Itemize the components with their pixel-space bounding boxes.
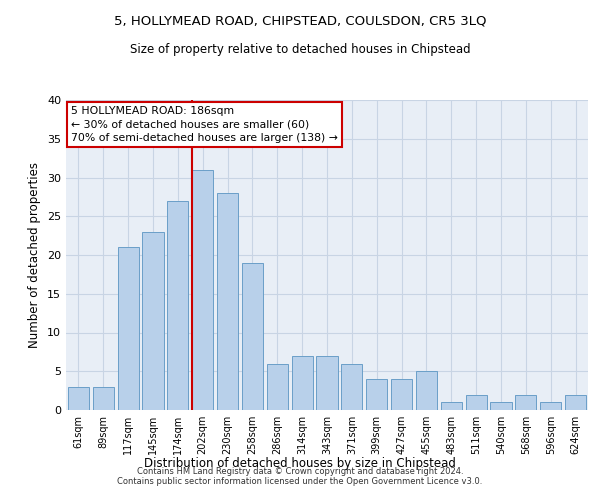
Bar [167,200,188,410]
Bar [217,193,238,410]
Bar [142,232,164,410]
Bar [540,402,561,410]
Bar [366,379,387,410]
Bar [242,263,263,410]
Bar [316,356,338,410]
Bar [391,379,412,410]
Bar [416,371,437,410]
Bar [565,394,586,410]
Bar [93,387,114,410]
Bar [341,364,362,410]
Text: 5, HOLLYMEAD ROAD, CHIPSTEAD, COULSDON, CR5 3LQ: 5, HOLLYMEAD ROAD, CHIPSTEAD, COULSDON, … [114,15,486,28]
Bar [267,364,288,410]
Text: 5 HOLLYMEAD ROAD: 186sqm
← 30% of detached houses are smaller (60)
70% of semi-d: 5 HOLLYMEAD ROAD: 186sqm ← 30% of detach… [71,106,338,142]
Bar [192,170,213,410]
Bar [441,402,462,410]
Text: Contains public sector information licensed under the Open Government Licence v3: Contains public sector information licen… [118,477,482,486]
Bar [490,402,512,410]
Text: Size of property relative to detached houses in Chipstead: Size of property relative to detached ho… [130,42,470,56]
Bar [515,394,536,410]
Text: Contains HM Land Registry data © Crown copyright and database right 2024.: Contains HM Land Registry data © Crown c… [137,467,463,476]
Bar [68,387,89,410]
Y-axis label: Number of detached properties: Number of detached properties [28,162,41,348]
Text: Distribution of detached houses by size in Chipstead: Distribution of detached houses by size … [144,458,456,470]
Bar [118,247,139,410]
Bar [292,356,313,410]
Bar [466,394,487,410]
